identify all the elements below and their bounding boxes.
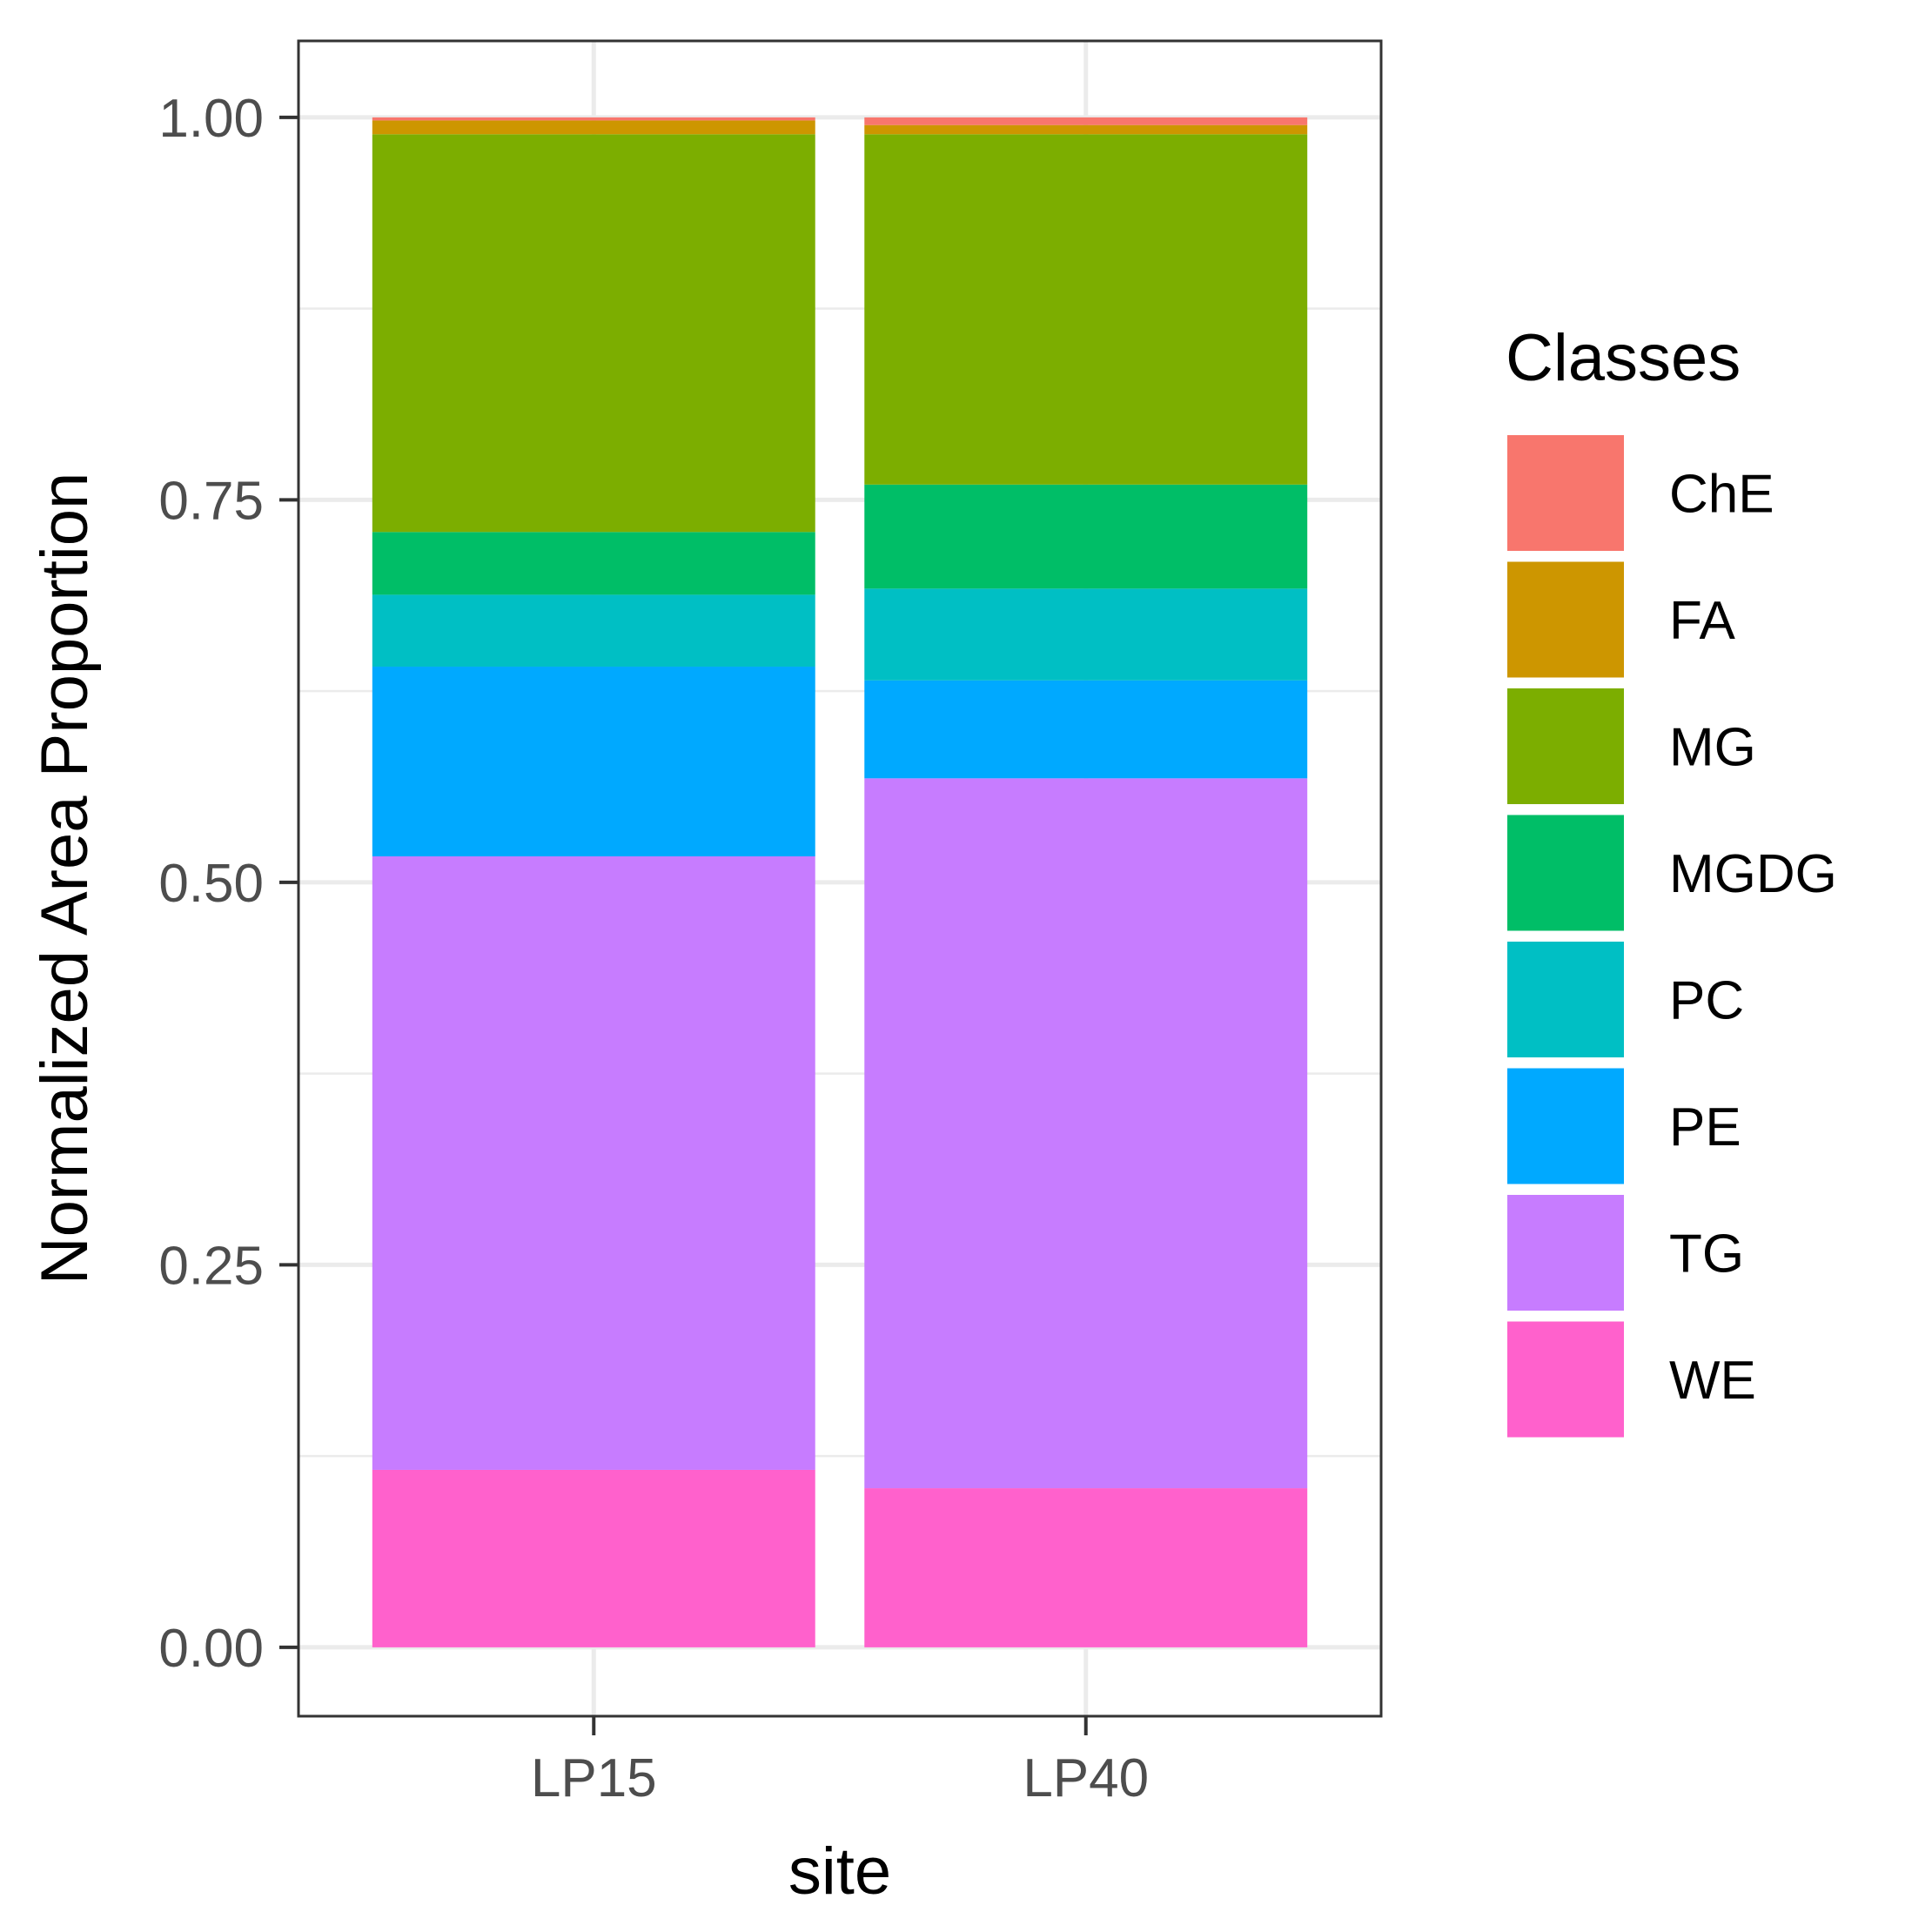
legend-swatch-PC (1507, 942, 1624, 1057)
bars (372, 117, 1308, 1647)
bar-segment-LP40-ChE (864, 117, 1308, 125)
legend-label-WE: WE (1669, 1351, 1756, 1411)
legend-label-MG: MG (1669, 718, 1756, 778)
legend-label-MGDG: MGDG (1669, 844, 1837, 904)
legend-swatch-ChE (1507, 435, 1624, 551)
legend-swatch-PE (1507, 1068, 1624, 1184)
bar-segment-LP15-PE (372, 667, 815, 857)
legend-item-MGDG: MGDG (1507, 815, 1837, 931)
bar-segment-LP40-PC (864, 588, 1308, 681)
bar-segment-LP40-FA (864, 124, 1308, 135)
y-tick-label: 0.00 (158, 1619, 264, 1679)
legend-swatch-TG (1507, 1195, 1624, 1311)
bar-segment-LP40-TG (864, 778, 1308, 1489)
bar-segment-LP15-PC (372, 594, 815, 667)
bar-segment-LP40-MGDG (864, 484, 1308, 589)
legend-item-TG: TG (1507, 1195, 1744, 1311)
bar-segment-LP15-ChE (372, 117, 815, 121)
legend-swatch-MGDG (1507, 815, 1624, 931)
bar-segment-LP40-PE (864, 680, 1308, 779)
bar-segment-LP40-MG (864, 134, 1308, 485)
legend-swatch-WE (1507, 1321, 1624, 1438)
y-tick-label: 0.75 (158, 471, 264, 531)
legend-label-PE: PE (1669, 1097, 1741, 1157)
legend-label-TG: TG (1669, 1224, 1744, 1285)
y-tick-label: 0.25 (158, 1236, 264, 1296)
legend-item-PC: PC (1507, 942, 1744, 1057)
bar-segment-LP40-WE (864, 1488, 1308, 1647)
legend-label-FA: FA (1669, 591, 1735, 651)
legend-item-WE: WE (1507, 1321, 1756, 1438)
legend-swatch-FA (1507, 561, 1624, 678)
axes: 0.00 0.25 0.50 0.75 1.00 LP15 LP40 (158, 89, 1149, 1808)
x-tick-label-LP40: LP40 (1023, 1748, 1149, 1808)
plot-panel-border (297, 39, 1383, 1718)
x-tick-label-LP15: LP15 (531, 1748, 657, 1808)
legend-label-PC: PC (1669, 971, 1744, 1031)
legend-title: Classes (1506, 321, 1741, 395)
y-axis-title: Normalized Area Proportion (28, 473, 102, 1285)
legend-label-ChE: ChE (1669, 465, 1774, 525)
legend-item-FA: FA (1507, 561, 1735, 678)
legend-item-PE: PE (1507, 1068, 1741, 1184)
x-axis-title: site (788, 1835, 891, 1909)
legend-item-MG: MG (1507, 688, 1756, 804)
bar-segment-LP15-MGDG (372, 532, 815, 595)
legend-swatch-MG (1507, 688, 1624, 804)
bar-segment-LP15-MG (372, 134, 815, 533)
legend-item-ChE: ChE (1507, 435, 1774, 551)
bar-segment-LP15-WE (372, 1469, 815, 1647)
y-tick-label: 0.50 (158, 854, 264, 914)
bar-segment-LP15-FA (372, 120, 815, 135)
y-tick-label: 1.00 (158, 89, 264, 149)
bar-segment-LP15-TG (372, 856, 815, 1470)
legend: Classes ChE FA MG MGDG PC PE TG WE (1506, 321, 1837, 1438)
